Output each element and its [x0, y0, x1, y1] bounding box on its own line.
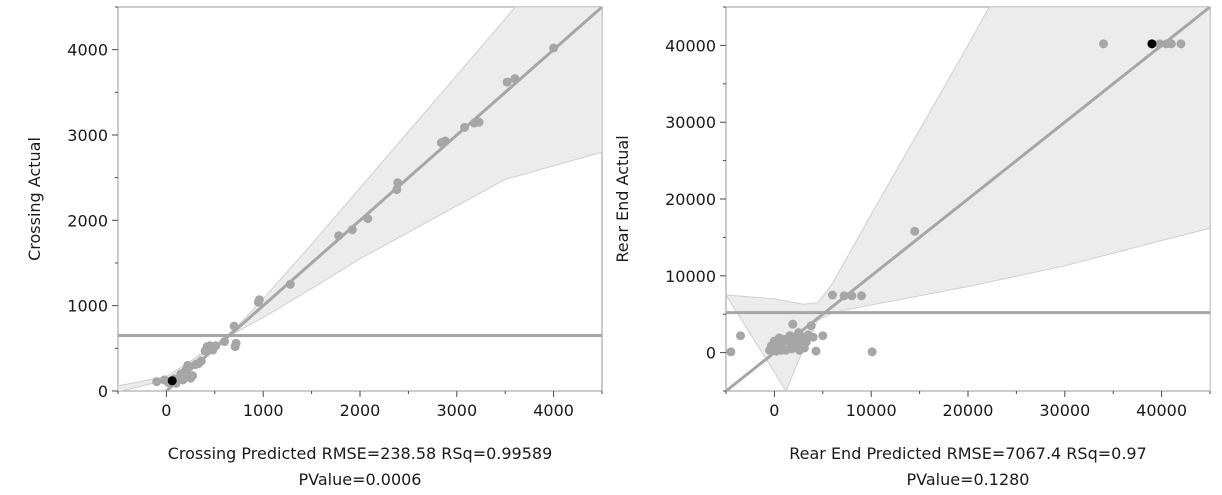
rear-end-y-tick-label: 20000 [665, 190, 716, 209]
rear-end-x-tick-label: 0 [769, 401, 779, 420]
crossing-data-point[interactable] [440, 136, 450, 146]
rear-end-data-point[interactable] [857, 291, 867, 301]
rear-end-data-point[interactable] [1166, 39, 1176, 49]
rear-end-data-point[interactable] [847, 291, 857, 301]
crossing-x-tick-label: 2000 [340, 401, 381, 420]
crossing-x-axis-title-line2: PValue=0.0006 [299, 470, 422, 489]
rear-end-x-tick-label: 30000 [1039, 401, 1090, 420]
crossing-y-tick-label: 3000 [67, 126, 108, 145]
crossing-y-tick-label: 4000 [67, 41, 108, 60]
rear-end-data-point[interactable] [867, 347, 877, 357]
rear-end-data-point[interactable] [788, 319, 798, 329]
rear-end-data-point[interactable] [1155, 39, 1165, 49]
crossing-data-point[interactable] [474, 117, 484, 127]
rear-end-x-tick-label: 20000 [943, 401, 994, 420]
rear-end-highlighted-point[interactable] [1147, 39, 1157, 49]
crossing-data-point[interactable] [183, 360, 193, 370]
crossing-plot-panel: 0 1000 2000 3000 4000 0 1000 2000 3000 4000 Cross… [25, 6, 603, 489]
rear-end-data-point[interactable] [827, 290, 837, 300]
crossing-plot-area[interactable] [118, 7, 602, 434]
crossing-data-point[interactable] [219, 337, 229, 347]
crossing-data-point[interactable] [231, 338, 241, 348]
rear-end-data-point[interactable] [811, 346, 821, 356]
rear-end-data-point[interactable] [806, 321, 816, 331]
crossing-data-point[interactable] [334, 231, 344, 241]
crossing-highlighted-point[interactable] [167, 376, 177, 386]
crossing-y-tick-label: 2000 [67, 211, 108, 230]
crossing-y-tick-label: 1000 [67, 297, 108, 316]
rear-end-data-point[interactable] [839, 291, 849, 301]
rear-end-plot-area[interactable] [726, 7, 1210, 391]
crossing-data-point[interactable] [347, 225, 357, 235]
crossing-x-tick-label: 1000 [243, 401, 284, 420]
crossing-data-point[interactable] [392, 185, 402, 195]
crossing-data-point[interactable] [510, 74, 520, 84]
crossing-data-point[interactable] [152, 377, 162, 387]
rear-end-y-axis-title: Rear End Actual [613, 135, 632, 262]
rear-end-axes: 0 10000 20000 30000 40000 0 10000 20000 30000 400… [665, 6, 1211, 420]
crossing-data-point[interactable] [363, 214, 373, 224]
rear-end-data-point[interactable] [1099, 39, 1109, 49]
crossing-data-point[interactable] [229, 321, 239, 331]
rear-end-y-tick-label: 40000 [665, 36, 716, 55]
crossing-data-point[interactable] [549, 43, 559, 53]
rear-end-y-tick-label: 10000 [665, 267, 716, 286]
crossing-y-tick-label: 0 [98, 382, 108, 401]
crossing-x-tick-label: 3000 [436, 401, 477, 420]
rear-end-plot-panel: 0 10000 20000 30000 40000 0 10000 20000 30000 400… [613, 6, 1211, 489]
rear-end-x-tick-label: 40000 [1136, 401, 1187, 420]
crossing-axes: 0 1000 2000 3000 4000 0 1000 2000 3000 4000 [67, 6, 603, 420]
rear-end-data-point[interactable] [910, 226, 920, 236]
crossing-data-point[interactable] [196, 356, 206, 366]
rear-end-data-point[interactable] [1176, 39, 1186, 49]
crossing-data-point[interactable] [502, 77, 512, 87]
crossing-data-point[interactable] [460, 122, 470, 132]
crossing-x-tick-label: 4000 [533, 401, 574, 420]
rear-end-x-axis-title-line2: PValue=0.1280 [907, 470, 1030, 489]
crossing-data-point[interactable] [211, 341, 221, 351]
rear-end-y-tick-label: 0 [706, 344, 716, 363]
rear-end-x-axis-title-line1: Rear End Predicted RMSE=7067.4 RSq=0.97 [789, 444, 1147, 463]
rear-end-x-tick-label: 10000 [846, 401, 897, 420]
crossing-data-point[interactable] [393, 178, 403, 188]
rear-end-data-point[interactable] [801, 337, 811, 347]
rear-end-data-point[interactable] [808, 332, 818, 342]
crossing-x-tick-label: 0 [161, 401, 171, 420]
crossing-x-axis-title-line1: Crossing Predicted RMSE=238.58 RSq=0.995… [168, 444, 553, 463]
rear-end-data-point[interactable] [818, 331, 828, 341]
crossing-data-point[interactable] [254, 295, 264, 305]
crossing-data-point[interactable] [285, 279, 295, 289]
rear-end-fit-line [726, 7, 1210, 391]
crossing-data-point[interactable] [188, 371, 198, 381]
crossing-y-axis-title: Crossing Actual [25, 137, 44, 261]
rear-end-y-tick-label: 30000 [665, 113, 716, 132]
rear-end-data-point[interactable] [726, 347, 736, 357]
rear-end-data-point[interactable] [736, 331, 746, 341]
